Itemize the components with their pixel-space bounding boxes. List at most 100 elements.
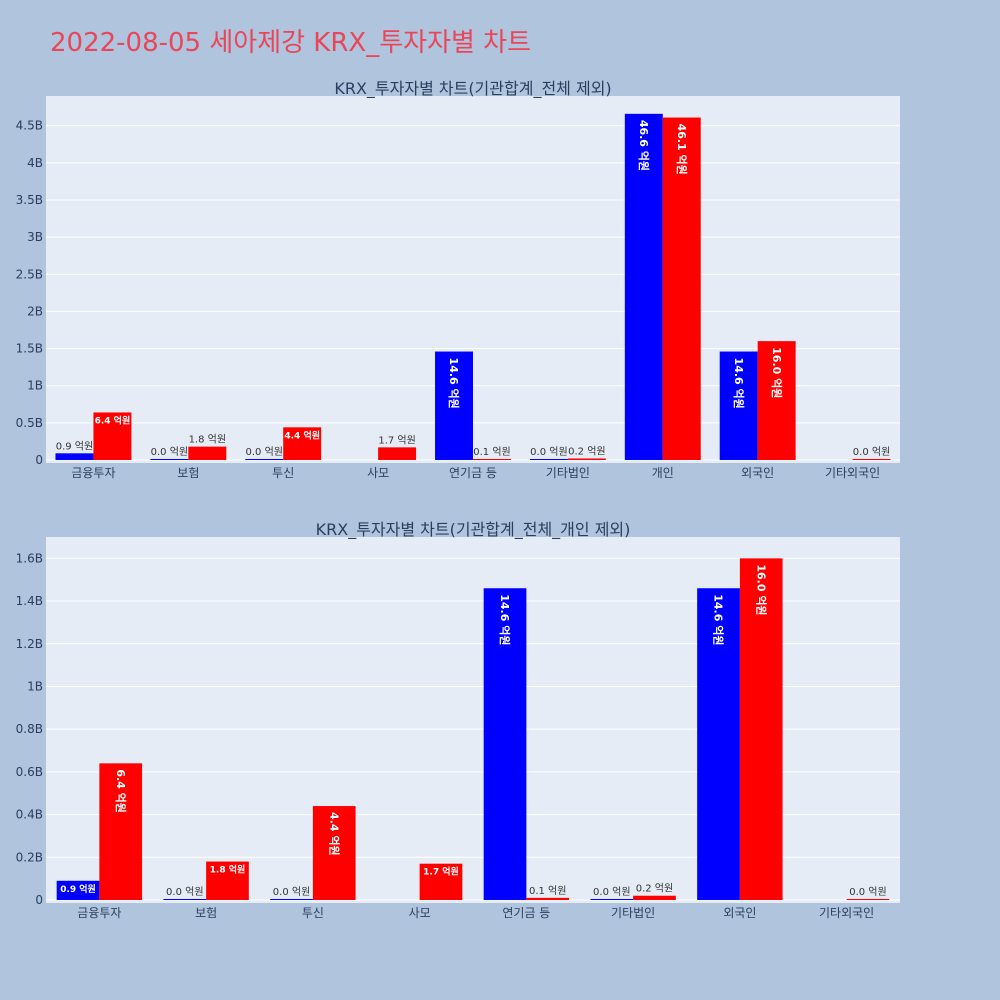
bar xyxy=(633,895,676,900)
data-label: 1.7 억원 xyxy=(378,434,415,446)
bar xyxy=(719,351,758,460)
x-tick-label: 보험 xyxy=(177,466,199,480)
x-tick-label: 외국인 xyxy=(741,466,774,480)
data-label: 0.9 억원 xyxy=(56,440,93,452)
y-tick-label: 0 xyxy=(35,453,43,467)
data-label: 0.1 억원 xyxy=(473,446,510,458)
data-label: 14.6 억원 xyxy=(498,594,512,645)
y-tick-label: 4.5B xyxy=(16,119,43,133)
y-tick-label: 1B xyxy=(27,679,43,693)
y-tick-label: 0.6B xyxy=(16,765,43,779)
bar xyxy=(378,447,417,460)
x-tick-label: 투신 xyxy=(302,906,324,920)
data-label: 16.0 억원 xyxy=(770,347,784,398)
data-label: 16.0 억원 xyxy=(754,564,768,615)
chart-title: KRX_투자자별 차트(기관합계_전체_개인 제외) xyxy=(316,520,631,540)
y-tick-label: 3B xyxy=(27,230,43,244)
x-tick-label: 기타법인 xyxy=(546,466,590,480)
chart-2: 0 0.2B 0.4B 0.6B 0.8B 1B 1.2B 1.4B 1.6B KRX_투자자별 … xyxy=(16,520,900,920)
x-tick-label: 사모 xyxy=(367,466,389,480)
bar xyxy=(99,763,143,900)
y-tick-label: 2.5B xyxy=(16,267,43,281)
bar xyxy=(270,899,313,900)
bar xyxy=(697,588,740,900)
y-tick-label: 1.4B xyxy=(16,594,43,608)
data-label: 0.2 억원 xyxy=(636,883,673,895)
bar xyxy=(662,117,701,461)
bar xyxy=(473,459,511,460)
data-label: 1.7 억원 xyxy=(423,866,459,878)
data-label: 46.1 억원 xyxy=(675,124,689,175)
bar xyxy=(245,459,284,460)
data-label: 0.0 억원 xyxy=(593,886,630,898)
bar xyxy=(312,806,356,900)
bar xyxy=(590,899,634,900)
y-tick-label: 1B xyxy=(27,379,43,393)
y-tick-label: 4B xyxy=(27,156,43,170)
data-label: 14.6 억원 xyxy=(712,594,726,645)
bar xyxy=(93,412,132,460)
data-label: 0.0 억원 xyxy=(246,446,283,458)
x-tick-label: 기타외국인 xyxy=(825,466,880,480)
data-label: 46.6 억원 xyxy=(637,120,651,171)
data-label: 0.0 억원 xyxy=(273,886,310,898)
bar xyxy=(56,880,100,900)
y-tick-label: 0.8B xyxy=(16,722,43,736)
x-tick-label: 사모 xyxy=(409,906,431,920)
x-tick-label: 기타법인 xyxy=(611,906,655,920)
bar xyxy=(55,453,94,460)
x-tick-label: 금융투자 xyxy=(77,906,121,920)
data-label: 1.8 억원 xyxy=(210,864,246,876)
data-label: 14.6 억원 xyxy=(447,358,461,409)
chart-title: KRX_투자자별 차트(기관합계_전체 제외) xyxy=(334,79,611,99)
bar xyxy=(283,427,322,460)
bar xyxy=(567,458,606,460)
data-label: 0.0 억원 xyxy=(166,886,203,898)
y-tick-label: 1.5B xyxy=(16,342,43,356)
data-label: 4.4 억원 xyxy=(327,812,341,856)
y-tick-label: 3.5B xyxy=(16,193,43,207)
x-tick-label: 개인 xyxy=(652,466,674,480)
data-label: 0.1 억원 xyxy=(529,885,566,897)
bar xyxy=(757,341,796,460)
y-tick-label: 1.2B xyxy=(16,637,43,651)
bar xyxy=(419,863,463,900)
bar xyxy=(435,351,473,460)
bar xyxy=(852,459,891,460)
data-label: 0.9 억원 xyxy=(60,883,96,895)
y-tick-label: 2B xyxy=(27,304,43,318)
data-label: 0.2 억원 xyxy=(568,446,605,458)
x-tick-label: 기타외국인 xyxy=(819,906,874,920)
x-tick-label: 보험 xyxy=(195,906,217,920)
x-tick-label: 연기금 등 xyxy=(449,466,497,480)
y-tick-label: 0.2B xyxy=(16,850,43,864)
bar xyxy=(483,588,527,900)
bar xyxy=(188,446,227,460)
data-label: 6.4 억원 xyxy=(95,414,131,426)
bar xyxy=(163,899,207,900)
bar xyxy=(529,459,568,460)
x-tick-label: 연기금 등 xyxy=(502,906,550,920)
data-label: 14.6 억원 xyxy=(732,358,746,409)
x-tick-label: 금융투자 xyxy=(71,466,115,480)
x-tick-label: 외국인 xyxy=(723,906,756,920)
bar xyxy=(846,899,890,900)
bar xyxy=(624,113,663,460)
y-tick-label: 0.4B xyxy=(16,808,43,822)
data-label: 0.0 억원 xyxy=(530,446,567,458)
y-tick-label: 0 xyxy=(35,893,43,907)
bar xyxy=(150,459,189,460)
y-tick-label: 0.5B xyxy=(16,416,43,430)
page-title: 2022-08-05 세아제강 KRX_투자자별 차트 xyxy=(50,28,532,58)
bar xyxy=(739,558,783,900)
data-label: 0.0 억원 xyxy=(849,886,886,898)
bar xyxy=(526,897,570,900)
data-label: 4.4 억원 xyxy=(284,429,320,441)
chart-1: 0 0.5B 1B 1.5B 2B 2.5B 3B 3.5B 4B 4.5B KRX_투자자별 차트… xyxy=(16,79,900,480)
x-tick-label: 투신 xyxy=(272,466,294,480)
data-label: 1.8 억원 xyxy=(189,434,226,446)
data-label: 0.0 억원 xyxy=(853,446,890,458)
y-tick-label: 1.6B xyxy=(16,551,43,565)
data-label: 6.4 억원 xyxy=(114,769,128,813)
